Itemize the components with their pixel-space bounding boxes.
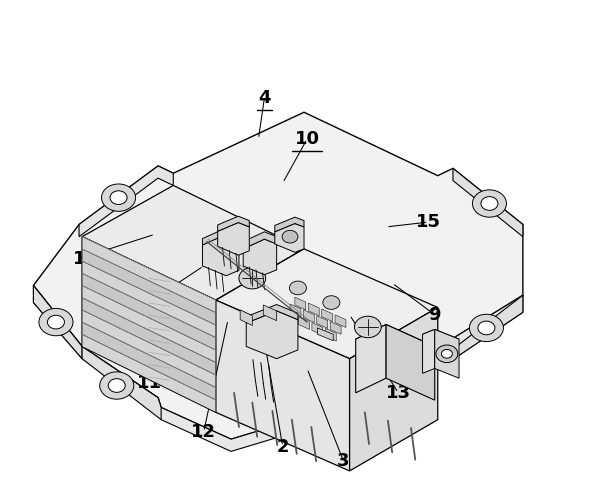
Polygon shape bbox=[275, 217, 304, 232]
Polygon shape bbox=[435, 329, 459, 378]
Polygon shape bbox=[312, 323, 323, 335]
Polygon shape bbox=[82, 261, 216, 338]
Polygon shape bbox=[82, 237, 216, 313]
Polygon shape bbox=[322, 309, 333, 322]
Text: 2: 2 bbox=[277, 438, 289, 455]
Polygon shape bbox=[295, 297, 306, 310]
Circle shape bbox=[289, 281, 306, 295]
Circle shape bbox=[436, 345, 458, 363]
Circle shape bbox=[39, 308, 73, 336]
Circle shape bbox=[478, 321, 495, 335]
Polygon shape bbox=[356, 325, 386, 393]
Polygon shape bbox=[82, 273, 216, 350]
Polygon shape bbox=[246, 311, 298, 359]
Polygon shape bbox=[423, 329, 435, 373]
Circle shape bbox=[472, 190, 506, 217]
Circle shape bbox=[354, 316, 381, 338]
Polygon shape bbox=[82, 298, 216, 375]
Circle shape bbox=[47, 315, 64, 329]
Text: 1: 1 bbox=[73, 250, 85, 267]
Text: 3: 3 bbox=[337, 452, 350, 470]
Polygon shape bbox=[303, 310, 314, 323]
Polygon shape bbox=[290, 304, 301, 317]
Polygon shape bbox=[218, 223, 249, 255]
Polygon shape bbox=[317, 328, 333, 341]
Polygon shape bbox=[82, 237, 216, 412]
Polygon shape bbox=[218, 216, 249, 231]
Polygon shape bbox=[275, 224, 304, 252]
Polygon shape bbox=[423, 329, 459, 344]
Polygon shape bbox=[243, 239, 277, 275]
Polygon shape bbox=[79, 166, 173, 237]
Circle shape bbox=[108, 379, 125, 392]
Polygon shape bbox=[82, 285, 216, 363]
Polygon shape bbox=[263, 305, 277, 321]
Text: 5: 5 bbox=[128, 304, 140, 321]
Circle shape bbox=[441, 349, 452, 358]
Polygon shape bbox=[447, 295, 523, 364]
Polygon shape bbox=[325, 328, 336, 341]
Polygon shape bbox=[308, 303, 319, 316]
Polygon shape bbox=[202, 228, 239, 245]
Text: 10: 10 bbox=[294, 130, 320, 148]
Circle shape bbox=[481, 197, 498, 210]
Text: 12: 12 bbox=[191, 423, 216, 441]
Polygon shape bbox=[356, 325, 435, 361]
Polygon shape bbox=[82, 322, 216, 400]
Circle shape bbox=[110, 191, 127, 204]
Polygon shape bbox=[299, 317, 309, 329]
Polygon shape bbox=[330, 322, 341, 334]
Polygon shape bbox=[82, 249, 216, 325]
Polygon shape bbox=[453, 168, 523, 237]
Polygon shape bbox=[33, 112, 523, 439]
Polygon shape bbox=[82, 334, 216, 412]
Polygon shape bbox=[202, 234, 239, 276]
Text: 15: 15 bbox=[416, 213, 441, 231]
Circle shape bbox=[469, 314, 503, 342]
Polygon shape bbox=[216, 249, 304, 412]
Polygon shape bbox=[285, 311, 296, 324]
Text: 9: 9 bbox=[429, 306, 441, 324]
Circle shape bbox=[239, 267, 266, 289]
Polygon shape bbox=[240, 310, 252, 325]
Circle shape bbox=[274, 307, 286, 317]
Polygon shape bbox=[386, 325, 435, 400]
Circle shape bbox=[100, 372, 134, 399]
Polygon shape bbox=[33, 285, 523, 451]
Circle shape bbox=[282, 230, 298, 243]
Polygon shape bbox=[335, 315, 346, 327]
Polygon shape bbox=[216, 300, 350, 471]
Polygon shape bbox=[243, 232, 277, 249]
Polygon shape bbox=[216, 249, 438, 359]
Text: 4: 4 bbox=[258, 89, 271, 106]
Polygon shape bbox=[82, 185, 304, 300]
Circle shape bbox=[102, 184, 136, 211]
Text: 11: 11 bbox=[136, 374, 162, 392]
Polygon shape bbox=[350, 307, 438, 471]
Text: 13: 13 bbox=[385, 384, 411, 402]
Polygon shape bbox=[317, 316, 328, 328]
Polygon shape bbox=[246, 305, 298, 323]
Circle shape bbox=[323, 296, 340, 309]
Polygon shape bbox=[82, 310, 216, 387]
Polygon shape bbox=[33, 285, 82, 359]
Polygon shape bbox=[82, 346, 161, 420]
